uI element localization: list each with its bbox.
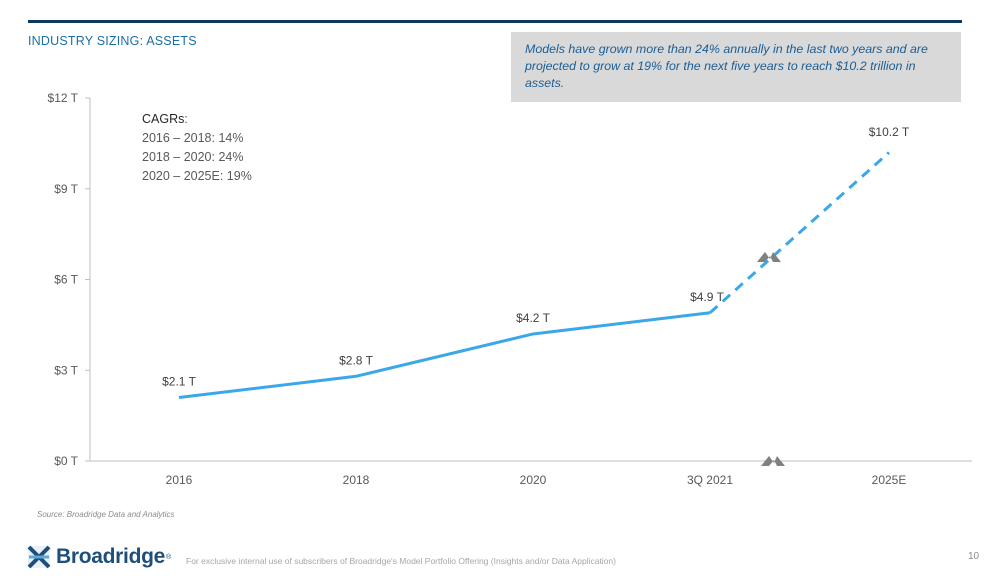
broadridge-logo-icon bbox=[27, 545, 51, 569]
broadridge-logo: Broadridge ® bbox=[27, 543, 171, 571]
data-label: $10.2 T bbox=[869, 125, 910, 139]
cagr-colon: : bbox=[184, 112, 188, 126]
logo-text: Broadridge bbox=[56, 545, 166, 568]
axis-break-icon bbox=[757, 252, 781, 262]
cagr-line: 2016 – 2018: 14% bbox=[142, 131, 244, 145]
actual-series-line bbox=[178, 311, 711, 399]
cagr-line: 2018 – 2020: 24% bbox=[142, 150, 244, 164]
x-tick-label: 3Q 2021 bbox=[687, 473, 733, 487]
section-title: INDUSTRY SIZING: ASSETS bbox=[28, 34, 197, 48]
logo-trademark: ® bbox=[166, 553, 172, 561]
callout-box: Models have grown more than 24% annually… bbox=[511, 32, 961, 102]
data-label: $2.1 T bbox=[162, 374, 196, 388]
data-label: $2.8 T bbox=[339, 353, 373, 367]
x-tick-label: 2016 bbox=[166, 473, 193, 487]
x-tick-label: 2025E bbox=[872, 473, 907, 487]
top-rule bbox=[28, 20, 962, 23]
projected-series-line bbox=[708, 151, 891, 314]
y-tick-label: $9 T bbox=[54, 182, 78, 196]
x-tick-label: 2020 bbox=[520, 473, 547, 487]
y-tick-label: $3 T bbox=[54, 363, 78, 377]
source-note: Source: Broadridge Data and Analytics bbox=[37, 510, 175, 519]
y-tick-label: $6 T bbox=[54, 273, 78, 287]
footer-note: For exclusive internal use of subscriber… bbox=[186, 556, 616, 566]
data-label: $4.2 T bbox=[516, 311, 550, 325]
cagr-line: 2020 – 2025E: 19% bbox=[142, 169, 252, 183]
x-tick-label: 2018 bbox=[343, 473, 370, 487]
y-tick-label: $12 T bbox=[48, 91, 79, 105]
data-label: $4.9 T bbox=[690, 290, 724, 304]
cagr-box: CAGRs: 2016 – 2018: 14% 2018 – 2020: 24%… bbox=[142, 110, 252, 186]
axis-break-icon bbox=[761, 456, 785, 466]
y-tick-label: $0 T bbox=[54, 454, 78, 468]
page-number: 10 bbox=[968, 551, 980, 562]
cagr-title: CAGRs bbox=[142, 112, 185, 126]
